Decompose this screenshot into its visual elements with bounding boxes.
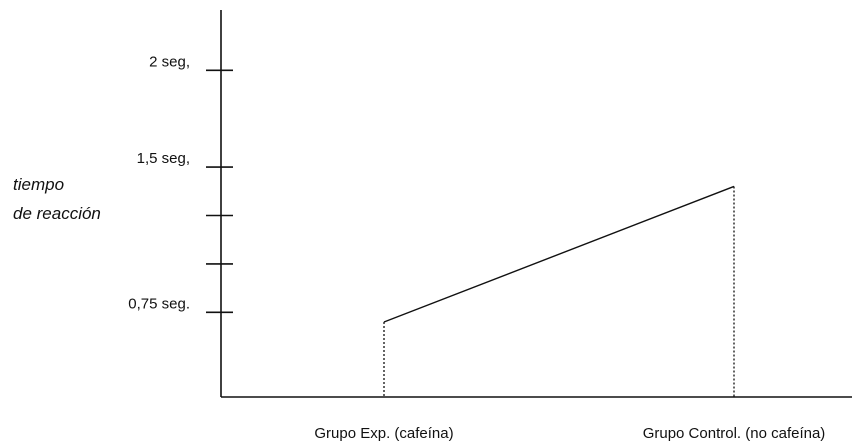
- y-ticks: 0,75 seg. 1,5 seg, 2 seg,: [128, 53, 233, 314]
- y-axis-title: tiempo de reacción: [13, 175, 101, 223]
- x-category-labels: Grupo Exp. (cafeína) Grupo Control. (no c…: [314, 425, 825, 442]
- y-tick-label: 0,75 seg.: [128, 295, 190, 312]
- x-category-label: Grupo Exp. (cafeína): [314, 425, 453, 442]
- y-axis-title-line-1: tiempo: [13, 175, 64, 194]
- x-category-label: Grupo Control. (no cafeína): [643, 425, 826, 442]
- y-axis-title-line-2: de reacción: [13, 204, 101, 223]
- series-group: [383, 185, 735, 323]
- drop-lines: [383, 186, 735, 397]
- y-tick-label: 1,5 seg,: [137, 150, 190, 167]
- y-tick-label: 2 seg,: [149, 53, 190, 70]
- series-line: [383, 185, 735, 323]
